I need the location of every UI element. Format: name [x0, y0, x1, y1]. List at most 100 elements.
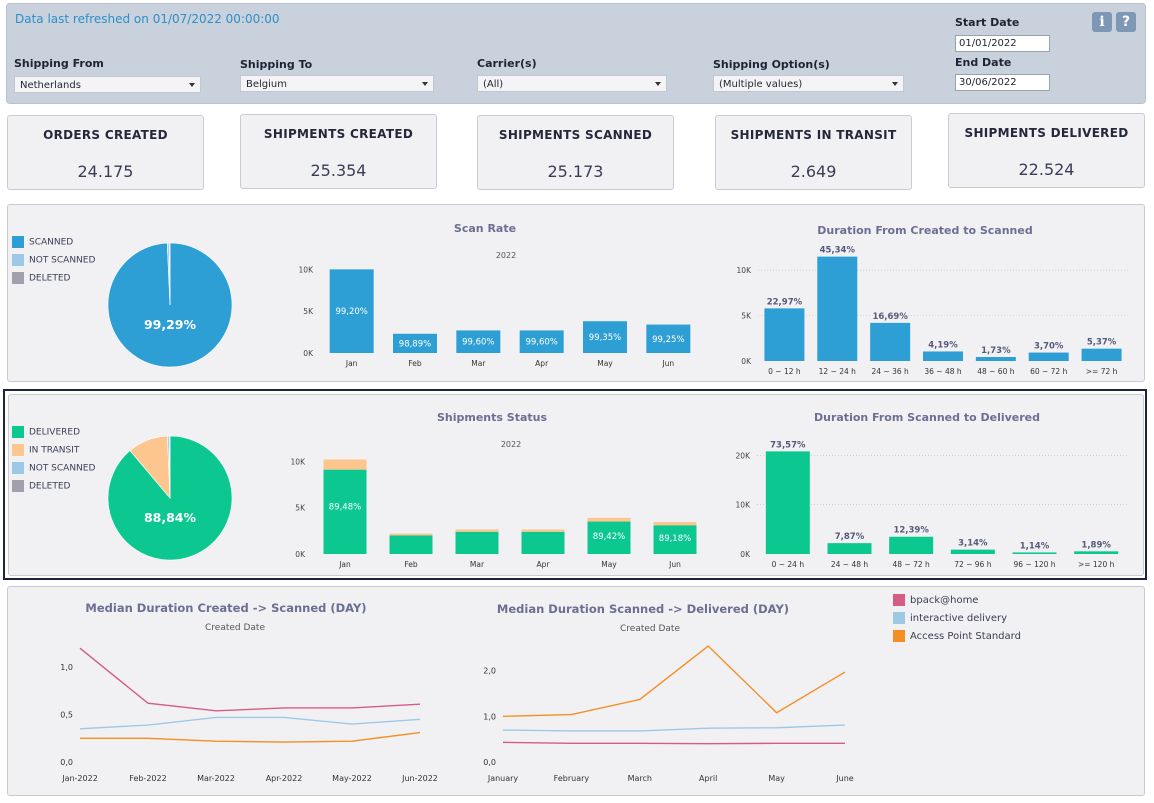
x-tick-label: Apr: [537, 560, 551, 569]
shipping-from-select[interactable]: Netherlands: [14, 76, 201, 93]
y-tick-label: 0K: [295, 550, 306, 559]
bar: [646, 324, 691, 353]
help-icon[interactable]: ?: [1116, 12, 1136, 32]
kpi-title: ORDERS CREATED: [43, 128, 168, 142]
bar: [393, 333, 437, 353]
chevron-down-icon: [189, 83, 195, 87]
end-date-label: End Date: [955, 56, 1012, 69]
series-line: [502, 741, 845, 745]
bar: [323, 459, 367, 470]
y-tick-label: 10K: [736, 501, 752, 510]
y-tick-label: 1,0: [60, 663, 73, 672]
legend-label: DELIVERED: [29, 427, 80, 438]
x-tick-label: Apr: [535, 359, 549, 368]
y-tick-label: 10K: [291, 457, 307, 466]
legend-swatch: [12, 426, 24, 438]
y-tick-label: 0K: [741, 357, 752, 366]
data-label: 89,18%: [659, 534, 691, 544]
bar: [587, 517, 631, 522]
info-icon[interactable]: i: [1092, 12, 1112, 32]
legend-swatch: [12, 236, 24, 248]
x-tick-label: 96 ~ 120 h: [1013, 560, 1055, 569]
y-tick-label: 0,5: [60, 711, 73, 720]
bar: [323, 469, 367, 554]
created-to-scanned-title: Duration From Created to Scanned: [817, 224, 1033, 237]
median-duration-panel: [7, 586, 1145, 796]
bar: [521, 529, 565, 532]
shipments-status-subtitle: 2022: [500, 440, 522, 449]
data-label: 7,87%: [835, 532, 865, 542]
data-label: 5,37%: [1087, 338, 1117, 348]
x-tick-label: 0 ~ 24 h: [772, 560, 805, 569]
x-tick-label: January: [487, 774, 519, 783]
x-tick-label: 72 ~ 96 h: [954, 560, 992, 569]
carriers-select[interactable]: (All): [477, 75, 667, 92]
kpi-shipments-created: SHIPMENTS CREATED 25.354: [240, 114, 437, 189]
x-tick-label: May-2022: [332, 774, 372, 783]
bar: [1074, 551, 1119, 554]
x-tick-label: 24 ~ 48 h: [831, 560, 869, 569]
series-line: [502, 724, 846, 732]
series-line: [502, 645, 846, 718]
shipping-to-select[interactable]: Belgium: [240, 75, 434, 92]
y-tick-label: 10K: [299, 265, 315, 274]
x-tick-label: 24 ~ 36 h: [872, 367, 910, 375]
median-created-scanned-subtitle: Created Date: [205, 623, 265, 633]
bar: [1012, 552, 1057, 554]
x-tick-label: February: [554, 774, 590, 783]
scan-legend: SCANNED NOT SCANNED DELETED: [12, 236, 95, 290]
carriers-label: Carrier(s): [477, 57, 537, 70]
y-tick-label: 10K: [737, 266, 753, 275]
y-tick-label: 0,0: [60, 758, 73, 767]
shipments-status-title: Shipments Status: [436, 411, 548, 424]
x-tick-label: 48 ~ 72 h: [893, 560, 931, 569]
y-tick-label: 5K: [741, 312, 752, 321]
x-tick-label: >= 120 h: [1078, 560, 1115, 569]
bar: [519, 330, 564, 353]
x-tick-label: 12 ~ 24 h: [819, 367, 857, 375]
scan-rate-subtitle: 2022: [495, 251, 517, 260]
x-tick-label: May: [597, 359, 613, 368]
scanned-to-delivered-title: Duration From Scanned to Delivered: [814, 411, 1040, 424]
bar: [389, 535, 433, 554]
pie-slice: [168, 435, 171, 499]
median-created-scanned-chart: 0,0 0,5 1,0 Jan-2022 Feb-2022 Mar-2022 Apr-202…: [60, 647, 438, 783]
pie-label: 99,29%: [144, 317, 197, 332]
shipments-status-chart: 0K 5K 10K Jan 89,48% Feb Mar Apr May 89,42% Jun 89,…: [291, 457, 697, 569]
series-line: [80, 731, 421, 743]
x-tick-label: Feb: [404, 560, 418, 569]
x-tick-label: 60 ~ 72 h: [1030, 367, 1068, 375]
data-label: 22,97%: [767, 297, 803, 307]
data-label: 99,60%: [462, 338, 494, 348]
bar: [653, 522, 697, 526]
shipping-to-label: Shipping To: [240, 58, 313, 71]
legend-swatch: [893, 594, 905, 606]
shipping-options-label: Shipping Option(s): [713, 58, 830, 71]
y-tick-label: 1,0: [483, 712, 496, 721]
legend-swatch: [12, 254, 24, 266]
bar: [1081, 348, 1122, 361]
legend-label: DELETED: [29, 481, 71, 492]
kpi-value: 25.354: [310, 161, 367, 180]
x-tick-label: Jun: [668, 560, 681, 569]
kpi-title: SHIPMENTS DELIVERED: [964, 126, 1129, 140]
legend-swatch: [12, 462, 24, 474]
end-date-input[interactable]: 30/06/2022: [955, 74, 1050, 91]
bar: [389, 533, 433, 536]
bar: [827, 543, 872, 554]
bar: [765, 451, 810, 554]
median-scanned-delivered-title: Median Duration Scanned -> Delivered (DA…: [496, 602, 790, 616]
y-tick-label: 20K: [736, 451, 752, 460]
shipping-options-select[interactable]: (Multiple values): [713, 75, 904, 92]
bar: [455, 529, 499, 532]
start-date-input[interactable]: 01/01/2022: [955, 35, 1050, 52]
kpi-shipments-in-transit: SHIPMENTS IN TRANSIT 2.649: [715, 115, 912, 190]
x-tick-label: Jan: [345, 359, 358, 368]
legend-swatch: [12, 480, 24, 492]
x-tick-label: May: [768, 774, 785, 783]
kpi-shipments-delivered: SHIPMENTS DELIVERED 22.524: [948, 113, 1145, 188]
selection-frame: [3, 389, 1147, 580]
data-label: 4,19%: [928, 340, 958, 350]
kpi-title: SHIPMENTS IN TRANSIT: [730, 128, 897, 142]
y-tick-label: 2,0: [483, 667, 496, 676]
